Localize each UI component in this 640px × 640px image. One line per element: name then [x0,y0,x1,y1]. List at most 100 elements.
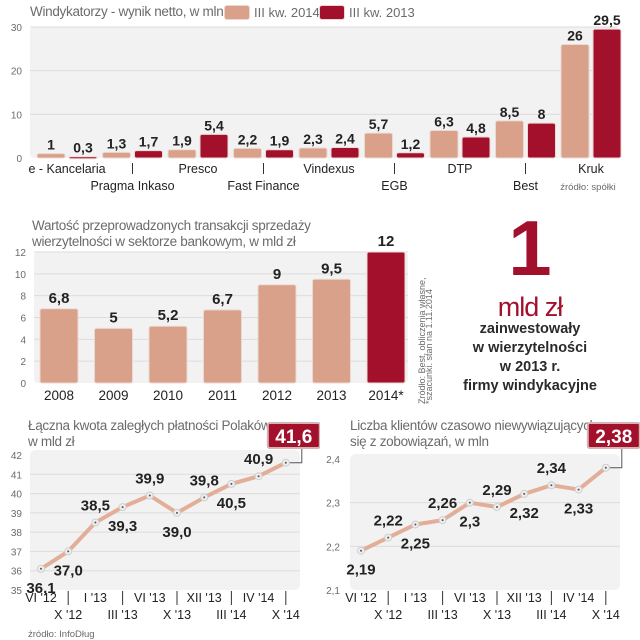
bar-value-label: 26 [567,27,583,43]
chart3-title-line2: w mld zł [28,434,75,449]
y-tick-label: 2,4 [326,455,340,466]
data-point-center [203,496,206,499]
bar-2014 [495,120,524,159]
bar-value-label: 5,2 [158,307,179,324]
y-tick-label: 36 [11,567,23,578]
bar-value-label: 9,5 [321,260,342,277]
bar [257,284,297,384]
chart2-title-line2: wierzytelności w sektorze bankowym, w ml… [32,234,296,249]
point-value-label: 39,3 [108,518,137,535]
data-point-center [148,494,151,497]
point-value-label: 39,9 [135,471,164,488]
bar [39,308,79,384]
bar [366,251,406,384]
bar-value-label: 2,3 [303,131,323,147]
bar-value-label: 8 [538,106,546,122]
y-tick-label: 12 [15,248,27,259]
category-label: 2011 [208,388,237,403]
data-point-center [176,511,178,514]
y-tick-label: 42 [11,451,23,462]
highlight-box [266,422,320,449]
headline-text: zainwestowały w wierzytelności w 2013 r.… [455,320,605,396]
headline-number: 1 [508,204,552,292]
x-tick-label: XII '13 [187,591,222,605]
y-tick-label: 39 [11,509,23,520]
point-value-label: 40,5 [217,495,246,512]
bar-value-label: 6,3 [434,113,454,129]
headline-unit: mld zł [497,292,564,322]
point-value-label: 2,25 [401,536,430,553]
bar-2013 [265,149,294,159]
y-tick-label: 38 [11,528,23,539]
bar-value-label: 12 [378,233,395,250]
bar-2013 [461,136,491,159]
plot-area [30,27,618,158]
category-label: 2013 [316,388,346,403]
chart3-title-line1: Łączna kwota zaległych płatności Polaków… [28,418,274,433]
chart2-source-line2: *szacunki, stan na 1.11.2014 [424,289,432,404]
chart2-title: Wartość przeprowadzonych transakcji sprz… [32,218,311,250]
y-tick-label: 4 [20,335,26,346]
x-tick-label: X '12 [54,608,82,622]
point-value-label: 38,5 [81,498,110,515]
y-tick-label: 40 [11,490,23,501]
x-tick-label: X '13 [163,608,191,622]
headline-line: zainwestowały [479,321,581,337]
data-point-center [468,501,471,504]
chart1-source: źródło: spółki [560,182,615,193]
bar-2014 [36,153,66,159]
bar-2014 [167,149,197,159]
legend-swatch-2014 [225,6,249,19]
x-tick-label: XII '13 [507,591,542,605]
category-label: Best [513,179,539,193]
bar-value-label: 5 [109,309,117,326]
category-label: 2010 [153,388,183,403]
headline-line: w wierzytelności [472,340,588,356]
category-label: DTP [448,162,473,176]
legend-swatch-2013 [320,6,344,19]
bar-value-label: 9 [273,266,281,283]
y-tick-label: 2,2 [326,542,340,553]
data-point-center [67,550,70,553]
bar-value-label: 0,3 [73,140,93,156]
x-tick-label: VI '13 [134,591,166,605]
x-tick-label: X '13 [483,608,511,622]
series-line [39,460,287,571]
bar [148,325,188,384]
bar-2014 [364,132,393,159]
chart-source: źródło: InfoDług [28,629,95,640]
y-tick-label: 30 [11,23,23,34]
x-tick-label: I '13 [84,591,107,605]
bar-value-label: 6,7 [212,291,233,308]
bar-2014 [429,129,459,159]
bar-value-label: 5,4 [204,117,224,133]
data-point-center [496,506,498,509]
data-point-center [414,523,417,526]
y-tick-label: 37 [11,547,23,558]
point-value-label: 40,9 [244,451,273,468]
x-tick-label: III '14 [536,608,566,622]
point-value-label: 2,32 [510,505,539,522]
y-tick-label: 8 [20,292,26,303]
legend-label-2014: III kw. 2014 [254,5,320,20]
bar-2013 [330,147,360,159]
chart4-title-line1: Liczba klientów czasowo niewywiązujących [350,418,597,433]
legend-2013: III kw. 2013 [320,5,415,20]
x-tick-label: VI '12 [25,591,57,605]
data-point-center [550,484,553,487]
chart2-source-line1: Źródło: Best, obliczenia własne, [418,277,427,404]
callout-connector [609,448,623,469]
point-value-label: 39,0 [162,524,191,541]
callout-connector [289,448,303,464]
bar-value-label: 1,9 [270,133,290,149]
x-tick-label: IV '14 [243,591,275,605]
point-value-label: 2,26 [428,495,457,512]
data-point-center [523,492,526,495]
category-label: Pragma Inkaso [90,179,174,193]
category-label: Vindexus [303,162,354,176]
chart2-transactions: 0 2 4 6 8 10 12 6,8 2008 5 2009 5,2 2010 6,7 2011 9 2012… [15,233,408,403]
x-tick-label: I '13 [404,591,427,605]
bar-value-label: 1,9 [172,133,192,149]
x-tick-label: VI '13 [454,591,486,605]
